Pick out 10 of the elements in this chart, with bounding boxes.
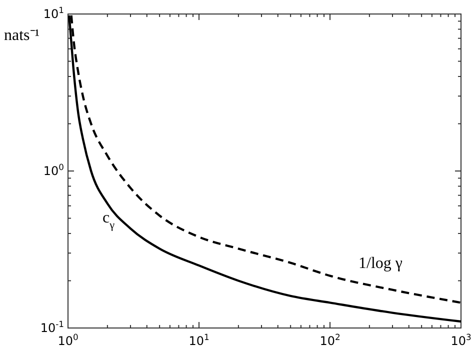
y-axis-title: nats⁻¹	[4, 27, 40, 44]
y-tick-label: 10$^{-1}$	[40, 319, 64, 335]
series-label: 1/log γ	[358, 254, 402, 272]
x-tick-label: 10$^{2}$	[320, 332, 340, 348]
y-tick-label: 10$^{1}$	[43, 5, 64, 21]
x-tick-label: 10$^{3}$	[450, 332, 472, 348]
y-tick-label: 10$^{0}$	[43, 162, 64, 178]
series-label: c$_{γ}$	[102, 210, 115, 232]
x-tick-label: 10$^{0}$	[58, 332, 78, 348]
x-tick-label: 10$^{1}$	[188, 332, 210, 348]
